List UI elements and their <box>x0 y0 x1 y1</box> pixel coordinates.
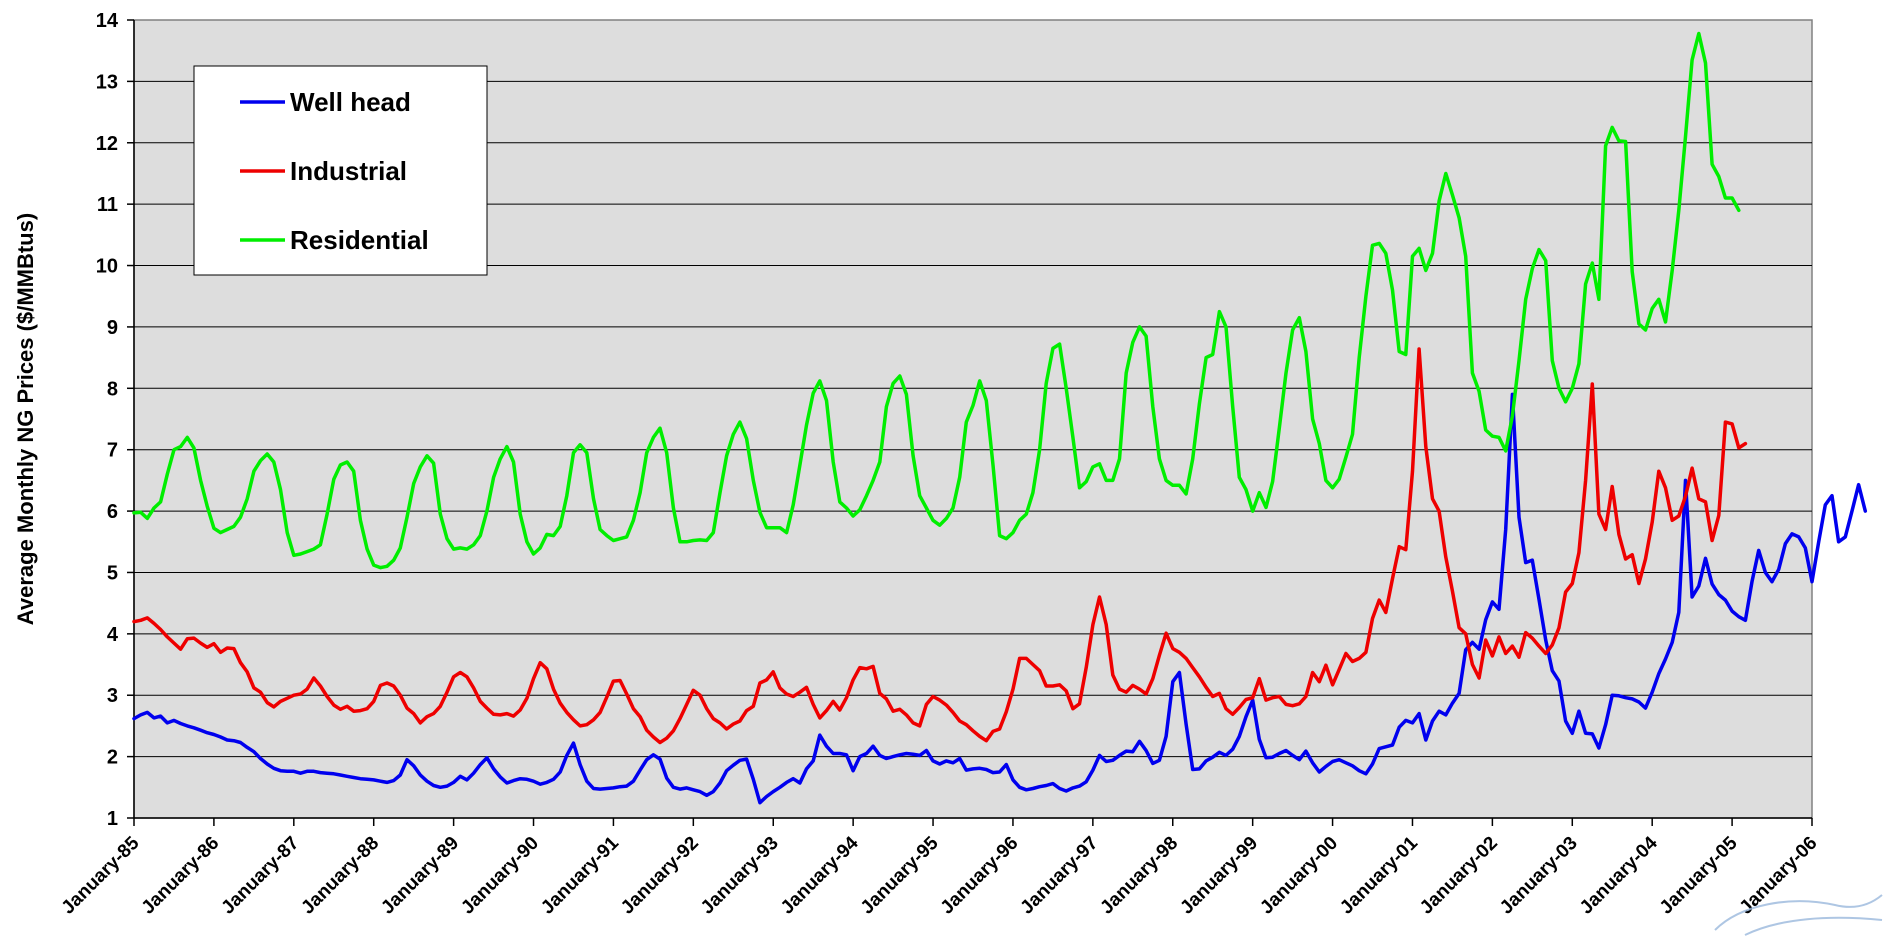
x-tick-label: January-86 <box>138 833 224 919</box>
y-tick-label: 6 <box>107 501 118 523</box>
y-tick-label: 11 <box>97 194 118 216</box>
y-axis-label: Average Monthly NG Prices ($/MMBtus) <box>13 213 38 625</box>
x-tick-label: January-91 <box>537 832 623 918</box>
x-tick-label: January-90 <box>457 833 543 919</box>
y-tick-label: 14 <box>96 10 119 32</box>
series-line-industrial <box>132 347 1748 745</box>
y-tick-label: 13 <box>96 71 118 93</box>
x-tick-label: January-99 <box>1176 833 1262 919</box>
x-tick-label: January-01 <box>1336 832 1422 918</box>
legend: Well head Industrial Residential <box>193 65 488 276</box>
y-tick-label: 5 <box>107 562 118 584</box>
y-tick-label: 7 <box>107 440 118 462</box>
series-lines <box>132 31 1868 805</box>
x-tick-label: January-92 <box>617 833 703 919</box>
x-tick-label: January-96 <box>937 833 1023 919</box>
x-tick-label: January-93 <box>697 833 783 919</box>
x-tick-label: January-87 <box>218 833 304 919</box>
y-tick-label: 12 <box>96 133 118 155</box>
x-tick-label: January-04 <box>1576 832 1662 918</box>
x-tick-label: January-02 <box>1416 833 1502 919</box>
legend-label: Industrial <box>290 156 407 186</box>
x-tick-label: January-05 <box>1656 832 1742 918</box>
x-tick-label: January-00 <box>1256 833 1342 919</box>
y-tick-label: 9 <box>107 317 118 339</box>
x-tick-label: January-85 <box>58 832 144 918</box>
x-tick-label: January-94 <box>777 832 863 918</box>
y-tick-label: 8 <box>107 378 118 400</box>
x-tick-label: January-97 <box>1017 833 1103 919</box>
series-line-residential <box>132 31 1741 570</box>
x-tick-label: January-89 <box>377 833 463 919</box>
x-tick-label: January-06 <box>1736 833 1822 919</box>
y-tick-label: 4 <box>107 624 119 646</box>
legend-label: Residential <box>290 225 429 255</box>
watermark-logo <box>1714 894 1883 936</box>
x-tick-label: January-88 <box>297 833 383 919</box>
series-line-well-head <box>132 392 1868 805</box>
y-tick-label: 10 <box>96 256 118 278</box>
x-tick-label: January-95 <box>857 832 943 918</box>
y-tick-label: 3 <box>107 685 118 707</box>
legend-label: Well head <box>290 87 411 117</box>
x-tick-label: January-98 <box>1096 833 1182 919</box>
y-tick-label: 1 <box>107 808 118 830</box>
y-tick-label: 2 <box>107 747 118 769</box>
x-tick-label: January-03 <box>1496 833 1582 919</box>
